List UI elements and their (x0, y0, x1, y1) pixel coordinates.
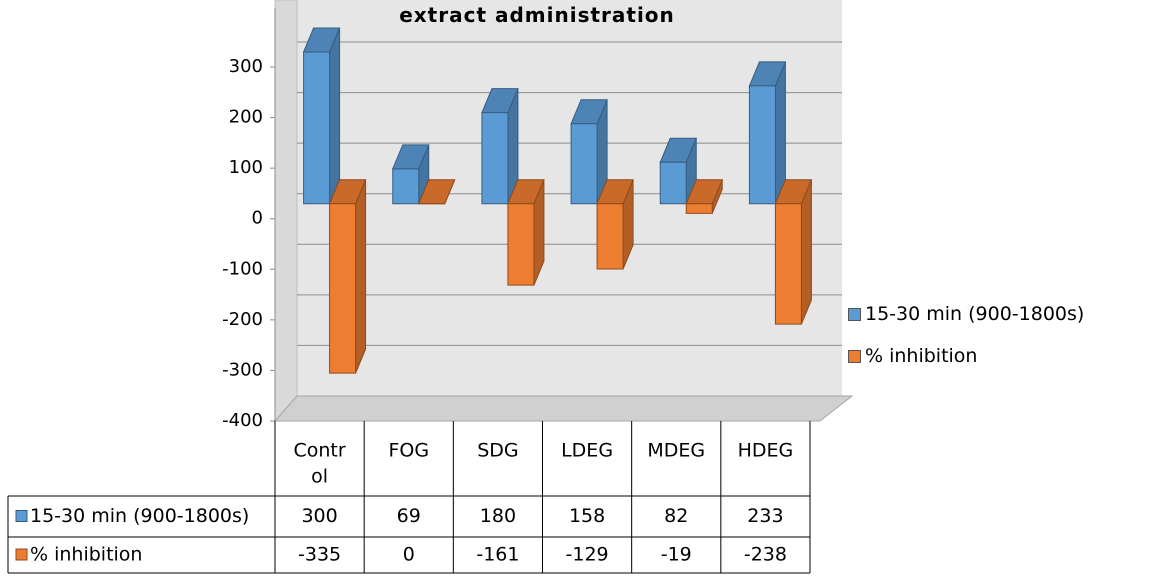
bar-front (659, 161, 687, 205)
bar-front (329, 203, 357, 374)
bar-control-series-1 (302, 27, 341, 205)
bar-sdg-series-2 (507, 179, 545, 286)
table-cell-series-2-mdeg: -19 (661, 544, 692, 566)
side-wall (274, 0, 298, 423)
table-cell-series-2-sdg: -161 (476, 544, 519, 566)
table-row-label-series-2: % inhibition (30, 544, 142, 566)
bar-mdeg-series-1 (659, 137, 697, 205)
category-label-0-line-1: ol (311, 466, 328, 488)
table-swatch-series-1 (15, 510, 28, 522)
category-label-5: HDEG (738, 440, 794, 462)
bar-front (596, 203, 624, 270)
table-cell-series-1-sdg: 180 (480, 505, 516, 527)
bar-mdeg-series-2 (685, 179, 723, 214)
table-cell-series-1-ldeg: 158 (569, 505, 605, 527)
y-tick-label-1: 200 (229, 107, 263, 128)
table-swatch-series-2 (15, 548, 28, 561)
floor (273, 395, 854, 422)
bar-control-series-2 (328, 179, 367, 374)
table-cell-series-2-ldeg: -129 (566, 544, 609, 566)
bar-sdg-series-1 (481, 88, 519, 205)
legend: 15-30 min (900-1800s) % inhibition (848, 300, 1084, 384)
bar-front (392, 168, 420, 205)
y-tick-label-4: -100 (222, 258, 263, 279)
bar-front (685, 203, 713, 214)
table-cell-series-2-fog: 0 (403, 544, 415, 566)
legend-item-series-2: % inhibition (848, 342, 1084, 370)
y-tick-label-7: -400 (222, 410, 263, 431)
category-label-1: FOG (388, 440, 429, 462)
y-tick-label-3: 0 (252, 208, 263, 229)
bar-front (303, 51, 331, 205)
bar-front (481, 112, 509, 205)
bar-front (748, 85, 776, 205)
bar-ldeg-series-1 (570, 99, 608, 205)
bar-front (570, 123, 598, 205)
bar-front (507, 203, 535, 286)
y-tick-label-5: -200 (222, 309, 263, 330)
y-tick-label-2: 100 (229, 157, 263, 178)
y-tick-label-6: -300 (222, 359, 263, 380)
legend-swatch-series-1 (848, 307, 861, 321)
table-cell-series-1-control: 300 (301, 505, 337, 527)
legend-label-series-1: 15-30 min (900-1800s) (865, 303, 1085, 325)
legend-label-series-2: % inhibition (865, 345, 978, 367)
legend-item-series-1: 15-30 min (900-1800s) (848, 300, 1084, 328)
bar-side (329, 27, 341, 204)
category-label-4: MDEG (647, 440, 705, 462)
bar-hdeg-series-1 (748, 61, 787, 205)
table-cell-series-2-hdeg: -238 (744, 544, 787, 566)
chart-title: extract administration (399, 3, 675, 27)
table-cell-series-1-fog: 69 (397, 505, 421, 527)
table-cell-series-1-mdeg: 82 (664, 505, 688, 527)
table-cell-series-1-hdeg: 233 (747, 505, 783, 527)
table-cell-series-2-control: -335 (298, 544, 341, 566)
bar-ldeg-series-2 (596, 179, 634, 270)
bar-side (355, 179, 367, 374)
table-row-label-series-1: 15-30 min (900-1800s) (30, 505, 249, 527)
category-label-3: LDEG (561, 440, 613, 462)
legend-swatch-series-2 (848, 349, 861, 363)
back-wall (297, 0, 842, 396)
category-label-2: SDG (477, 440, 518, 462)
y-tick-label-0: 300 (229, 56, 263, 77)
bar-front (774, 203, 802, 325)
category-label-0-line-0: Contr (293, 440, 345, 462)
bar-fog-series-2 (418, 179, 456, 205)
bar-hdeg-series-2 (774, 179, 813, 325)
